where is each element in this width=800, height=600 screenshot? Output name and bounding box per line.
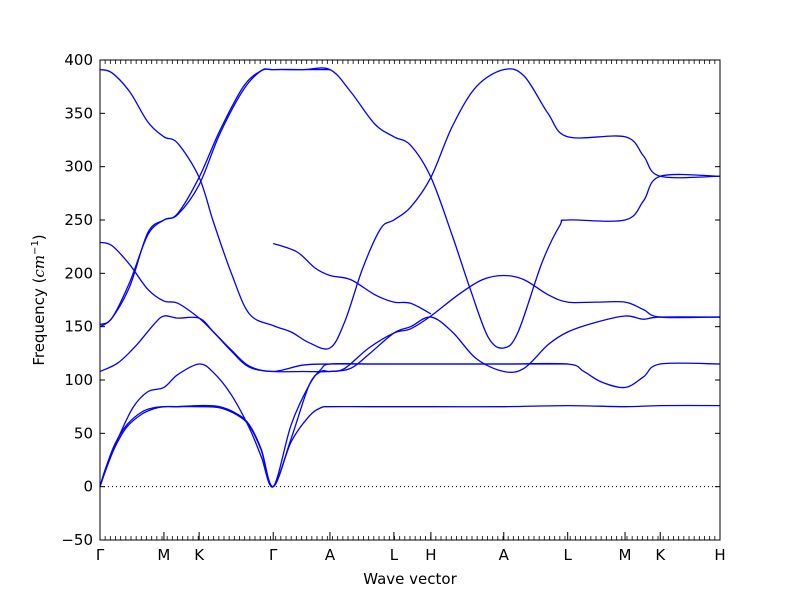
x-tick-label: K: [655, 546, 666, 564]
x-axis-label: Wave vector: [363, 570, 457, 588]
plot-area: [99, 67, 721, 488]
y-tick-label: −50: [61, 531, 93, 549]
x-tick-label: H: [714, 546, 725, 564]
y-axis-label-suffix: ): [30, 234, 48, 240]
phonon-branch-8: [99, 68, 330, 328]
y-tick-label: 150: [64, 318, 93, 336]
y-tick-label: 300: [64, 158, 93, 176]
phonon-branch-5: [99, 241, 568, 373]
phonon-branch-7: [99, 68, 721, 350]
y-axis-label-unit-exponent: −1: [30, 240, 41, 255]
x-tick-label: H: [425, 546, 436, 564]
x-tick-label: M: [619, 546, 632, 564]
phonon-branch-4: [99, 315, 721, 373]
y-tick-label: 350: [64, 104, 93, 122]
x-tick-label: L: [390, 546, 399, 564]
phonon-branch-2: [99, 362, 721, 488]
x-tick-label: K: [194, 546, 205, 564]
x-tick-label: Γ: [96, 546, 105, 564]
y-tick-label: 400: [64, 51, 93, 69]
x-tick-label: L: [564, 546, 573, 564]
y-axis-label-prefix: Frequency (: [30, 278, 48, 366]
y-tick-label: 100: [64, 371, 93, 389]
y-axis-label: Frequency (cm−1): [30, 234, 48, 365]
x-tick-label: A: [499, 546, 510, 564]
phonon-branch-9: [272, 242, 432, 315]
y-axis-label-unit: cm: [30, 255, 48, 278]
axes: −50 0 50 100 150 200 250 300 350 400 Γ M K Γ A L H A L M K H: [61, 51, 725, 564]
y-tick-label: 0: [83, 478, 93, 496]
y-tick-label: 50: [74, 424, 93, 442]
x-tick-label: M: [157, 546, 170, 564]
y-tick-label: 250: [64, 211, 93, 229]
y-tick-label: 200: [64, 264, 93, 282]
x-tick-label: A: [325, 546, 336, 564]
x-tick-label: Γ: [269, 546, 278, 564]
